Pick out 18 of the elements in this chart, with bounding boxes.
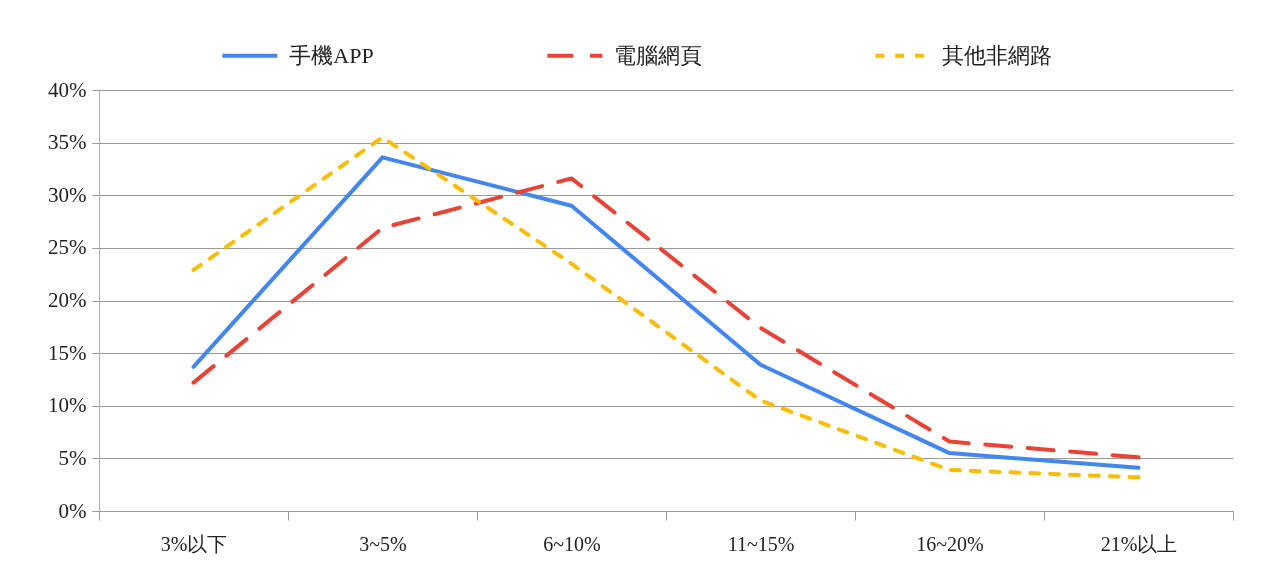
y-tick-label: 40% [48,77,87,102]
legend-label: 其他非網路 [942,42,1053,68]
y-tick-label: 30% [48,182,87,207]
y-tick-label: 15% [48,340,87,365]
y-tick-label: 35% [48,130,87,155]
y-tick-label: 0% [58,498,87,523]
y-tick-label: 20% [48,288,87,312]
x-tick-label: 6~10% [543,532,601,555]
x-tick-label: 21%以上 [1100,532,1178,555]
y-tick-label: 5% [58,445,87,470]
x-tick-label: 3%以下 [160,532,228,555]
x-tick-label: 16~20% [916,532,984,555]
y-tick-label: 25% [48,235,87,260]
legend-label: 電腦網頁 [614,42,703,68]
x-tick-label: 3~5% [359,532,407,555]
y-tick-label: 10% [48,393,87,418]
legend-label: 手機APP [289,42,374,68]
x-tick-label: 11~15% [727,532,795,555]
